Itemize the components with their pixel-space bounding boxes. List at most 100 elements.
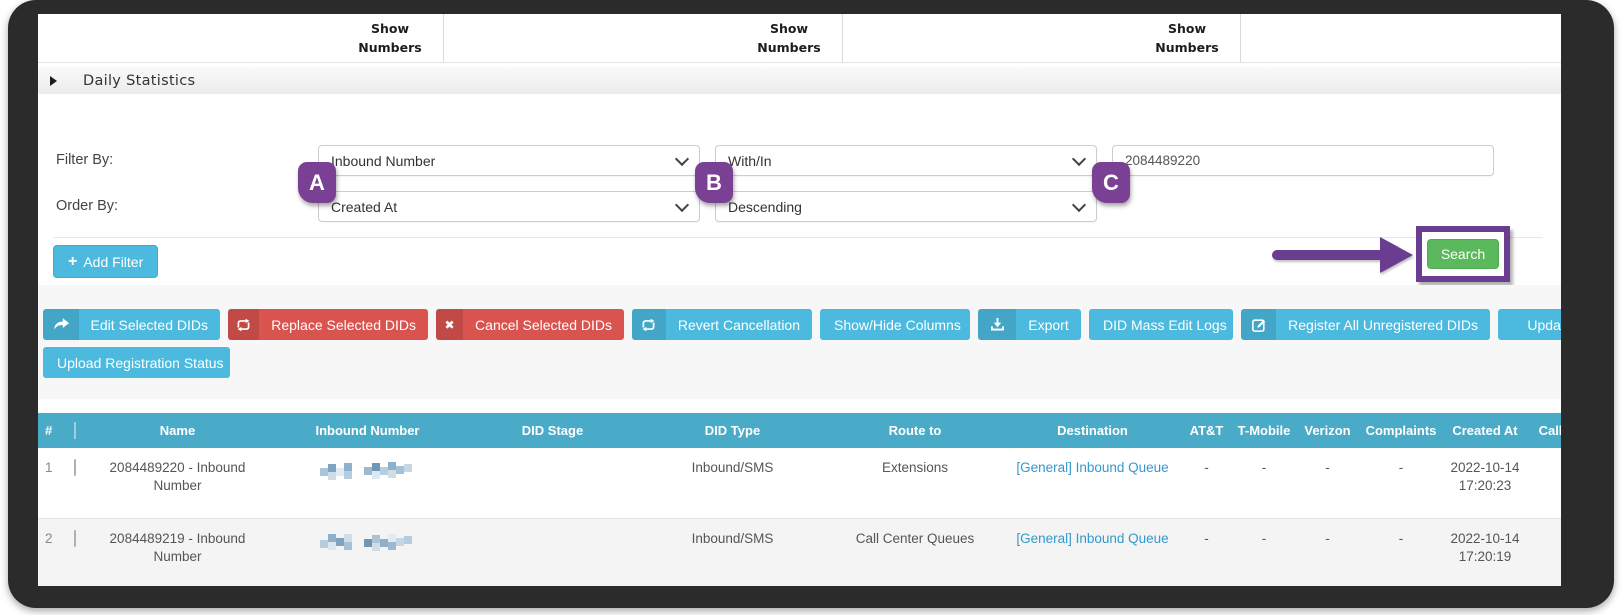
cell-inbound-number xyxy=(265,517,470,586)
destination-link[interactable]: [General] Inbound Queue xyxy=(1016,530,1169,546)
filter-area: Filter By: Order By: Inbound Number With… xyxy=(38,94,1561,282)
show-numbers-label[interactable]: Show Numbers xyxy=(358,20,422,55)
table-row: 1 2084489220 - Inbound Number xyxy=(38,448,1561,518)
cell-destination: [General] Inbound Queue xyxy=(1000,448,1185,518)
header-checkbox xyxy=(60,413,90,448)
retweet-icon xyxy=(632,309,666,340)
cell-route-to: Extensions xyxy=(881,460,949,475)
toolbar-row-1: Edit Selected DIDs Replace Selected DIDs xyxy=(43,309,1561,340)
edit-selected-dids-label: Edit Selected DIDs xyxy=(90,316,209,333)
did-mass-edit-logs-label: DID Mass Edit Logs xyxy=(1103,316,1227,333)
row-checkbox[interactable] xyxy=(74,459,76,476)
order-field-value: Created At xyxy=(331,198,398,215)
daily-statistics-label: Daily Statistics xyxy=(83,72,196,89)
export-button[interactable]: Export xyxy=(978,309,1081,340)
cell-created-at: 2022-10-14 17:20:23 xyxy=(1450,460,1520,494)
cell-verizon: - xyxy=(1300,517,1355,586)
row-checkbox-cell xyxy=(60,517,90,586)
chevron-down-icon xyxy=(1071,151,1087,166)
show-hide-columns-button[interactable]: Show/Hide Columns xyxy=(820,309,970,340)
destination-link[interactable]: [General] Inbound Queue xyxy=(1016,460,1169,475)
register-all-unregistered-dids-label: Register All Unregistered DIDs xyxy=(1288,316,1478,333)
row-index: 1 xyxy=(45,460,53,475)
edit-selected-dids-button[interactable]: Edit Selected DIDs xyxy=(43,309,220,340)
order-direction-value: Descending xyxy=(728,198,802,215)
register-all-unregistered-dids-button[interactable]: Register All Unregistered DIDs xyxy=(1241,309,1490,340)
table-row: 2 2084489219 - Inbound Number xyxy=(38,517,1561,586)
cell-created-at: 2022-10-14 17:20:19 xyxy=(1447,517,1523,586)
cell-did-type: Inbound/SMS xyxy=(691,460,774,475)
revert-cancellation-button[interactable]: Revert Cancellation xyxy=(632,309,812,340)
row-checkbox-cell xyxy=(60,448,90,518)
header-route-to: Route to xyxy=(830,413,1000,448)
show-hide-columns-label: Show/Hide Columns xyxy=(834,316,961,333)
daily-statistics-bar[interactable]: Daily Statistics xyxy=(38,67,1561,94)
header-destination: Destination xyxy=(1000,413,1185,448)
add-filter-button[interactable]: + Add Filter xyxy=(53,245,159,278)
order-field-select[interactable]: Created At xyxy=(318,191,700,222)
show-numbers-strip: Show Numbers Show Numbers Show Numbers xyxy=(38,14,1561,63)
divider xyxy=(53,237,1543,238)
filter-value-input[interactable] xyxy=(1112,145,1494,176)
order-by-label: Order By: xyxy=(56,198,119,214)
redacted-inbound-number xyxy=(319,462,412,480)
revert-cancellation-label: Revert Cancellation xyxy=(677,316,800,333)
header-inbound-number: Inbound Number xyxy=(265,413,470,448)
page-content: Show Numbers Show Numbers Show Numbers D… xyxy=(38,14,1561,586)
cell-call xyxy=(1523,517,1561,586)
cell-name: 2084489220 - Inbound Number xyxy=(109,460,246,494)
show-numbers-cell[interactable]: Show Numbers xyxy=(843,14,1241,62)
cell-tmobile: - xyxy=(1261,460,1267,475)
annotation-arrow-shaft xyxy=(1272,250,1384,260)
cell-inbound-number xyxy=(265,448,470,518)
header-complaints: Complaints xyxy=(1355,413,1447,448)
upload-registration-status-button[interactable]: Upload Registration Status xyxy=(43,347,230,378)
header-att: AT&T xyxy=(1185,413,1228,448)
filter-field-value: Inbound Number xyxy=(331,152,436,169)
show-numbers-label[interactable]: Show Numbers xyxy=(1155,20,1219,55)
show-numbers-label[interactable]: Show Numbers xyxy=(757,20,821,55)
download-icon xyxy=(978,309,1016,340)
x-icon: ✖ xyxy=(436,309,464,340)
did-mass-edit-logs-button[interactable]: DID Mass Edit Logs xyxy=(1089,309,1233,340)
filter-operator-value: With/In xyxy=(728,152,772,169)
edit-pencil-icon xyxy=(1241,309,1277,340)
header-created-at: Created At xyxy=(1447,413,1523,448)
cancel-selected-dids-button[interactable]: ✖ Cancel Selected DIDs xyxy=(436,309,624,340)
filter-field-select[interactable]: Inbound Number xyxy=(318,145,700,176)
select-all-checkbox[interactable] xyxy=(74,422,76,439)
header-index: # xyxy=(38,413,60,448)
header-call: Call xyxy=(1523,413,1561,448)
replace-selected-dids-label: Replace Selected DIDs xyxy=(271,316,416,333)
cancel-selected-dids-label: Cancel Selected DIDs xyxy=(475,316,612,333)
collapse-triangle-icon xyxy=(50,75,57,86)
upload-registration-status-label: Upload Registration Status xyxy=(57,354,224,371)
show-numbers-empty-cell xyxy=(1241,14,1561,62)
filter-by-label: Filter By: xyxy=(56,152,114,168)
annotation-arrow-icon xyxy=(1380,237,1413,273)
header-verizon: Verizon xyxy=(1300,413,1355,448)
did-table: # Name Inbound Number DID Stage DID Type… xyxy=(38,413,1561,586)
header-tmobile: T-Mobile xyxy=(1228,413,1300,448)
show-numbers-cell[interactable]: Show Numbers xyxy=(444,14,843,62)
forward-arrow-icon xyxy=(43,309,79,340)
search-button[interactable]: Search xyxy=(1426,239,1500,269)
show-numbers-cell[interactable]: Show Numbers xyxy=(38,14,444,62)
export-label: Export xyxy=(1028,316,1069,333)
row-checkbox[interactable] xyxy=(74,529,76,547)
toolbar-row-2: Upload Registration Status xyxy=(43,347,230,378)
order-direction-select[interactable]: Descending xyxy=(715,191,1097,222)
annotation-badge-c: C xyxy=(1092,162,1130,203)
toolbar-panel: Edit Selected DIDs Replace Selected DIDs xyxy=(38,285,1561,399)
annotation-badge-a: A xyxy=(298,162,336,203)
update-registration-button[interactable]: Update Registra xyxy=(1498,309,1561,340)
filter-operator-select[interactable]: With/In xyxy=(715,145,1097,176)
cell-route-to: Call Center Queues xyxy=(830,517,1000,586)
window-frame: Show Numbers Show Numbers Show Numbers D… xyxy=(8,0,1614,608)
cell-did-stage xyxy=(470,517,635,586)
header-did-stage: DID Stage xyxy=(470,413,635,448)
cell-complaints: - xyxy=(1355,517,1447,586)
update-registration-label: Update Registra xyxy=(1527,316,1561,333)
replace-selected-dids-button[interactable]: Replace Selected DIDs xyxy=(228,309,428,340)
annotation-highlight-box: Search xyxy=(1416,226,1510,282)
